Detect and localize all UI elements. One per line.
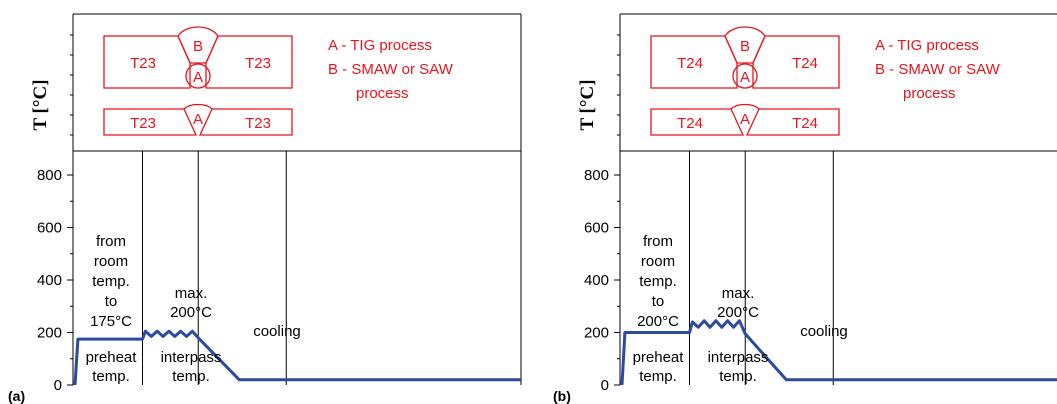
y-tick-label: 0 (601, 377, 609, 394)
panel-label: (a) (8, 388, 25, 404)
weld-label-b: B (740, 38, 750, 55)
phase-label: temp. (639, 368, 677, 385)
y-tick-label: 0 (54, 377, 62, 394)
phase-label: from (96, 233, 126, 250)
phase-label: room (94, 253, 128, 270)
weld-cap-bottom (730, 103, 760, 110)
phase-label: temp. (92, 273, 130, 290)
weld-label-a: A (740, 111, 750, 128)
plate-left-top (103, 35, 191, 89)
plate-grade-label: T24 (792, 55, 818, 72)
weld-label-a: A (740, 69, 750, 86)
panel-label: (b) (553, 388, 571, 404)
temperature-curve (73, 329, 521, 386)
y-axis-title: T [°C] (30, 79, 51, 130)
phase-label: room (641, 253, 675, 270)
weld-label-b: B (193, 38, 203, 55)
phase-label: temp. (639, 273, 677, 290)
legend-line: process (903, 85, 956, 102)
y-axis-title: T [°C] (577, 79, 598, 130)
plate-left-bottom (103, 108, 198, 136)
plate-left-top (650, 35, 738, 89)
legend-line: B - SMAW or SAW (875, 61, 1001, 78)
legend-line: A - TIG process (875, 37, 979, 54)
y-tick-label: 800 (584, 167, 609, 184)
phase-label: to (652, 293, 665, 310)
plate-right-top (752, 35, 840, 89)
plate-grade-label: T24 (677, 115, 703, 132)
temperature-curve (620, 319, 1057, 386)
panel-a: 0 200 400 600 800 T [°C] (a) from room temp. to 175… (8, 13, 522, 404)
phase-label: max. (175, 285, 208, 302)
phase-label: temp. (92, 368, 130, 385)
phase-label: max. (722, 285, 755, 302)
phase-label: from (643, 233, 673, 250)
phase-label: interpass (161, 349, 222, 366)
y-tick-label: 400 (584, 272, 609, 289)
phase-label: preheat (633, 349, 685, 366)
phase-label: cooling (253, 323, 301, 340)
plate-right-bottom (745, 108, 840, 136)
weld-label-a: A (193, 69, 203, 86)
plate-grade-label: T23 (130, 55, 156, 72)
legend-line: process (356, 85, 409, 102)
phase-label: preheat (86, 349, 138, 366)
y-tick-label: 400 (37, 272, 62, 289)
weld-root-a (732, 63, 758, 89)
legend-line: B - SMAW or SAW (328, 61, 454, 78)
phase-label: 200°C (170, 304, 212, 321)
weld-label-a: A (193, 111, 203, 128)
phase-label: cooling (800, 323, 848, 340)
plate-grade-label: T24 (792, 115, 818, 132)
plate-grade-label: T24 (677, 55, 703, 72)
plate-grade-label: T23 (245, 55, 271, 72)
phase-label: interpass (708, 349, 769, 366)
phase-label: 175°C (90, 313, 132, 330)
phase-label: 200°C (637, 313, 679, 330)
y-tick-label: 800 (37, 167, 62, 184)
phase-label: to (105, 293, 118, 310)
y-tick-label: 600 (37, 220, 62, 237)
y-tick-label: 600 (584, 220, 609, 237)
plate-left-bottom (650, 108, 745, 136)
y-tick-label: 200 (37, 325, 62, 342)
weld-bead-b (177, 26, 219, 64)
weld-bead-b (724, 26, 766, 64)
phase-label: 200°C (717, 304, 759, 321)
y-tick-label: 200 (584, 325, 609, 342)
plate-right-top (205, 35, 293, 89)
weld-root-a (185, 63, 211, 89)
plate-right-bottom (198, 108, 293, 136)
plate-grade-label: T23 (245, 115, 271, 132)
phase-label: temp. (719, 368, 757, 385)
plate-grade-label: T23 (130, 115, 156, 132)
panel-b: 0 200 400 600 800 T [°C] (b) from room temp. to 200… (553, 13, 1057, 404)
legend-line: A - TIG process (328, 37, 432, 54)
phase-label: temp. (172, 368, 210, 385)
weld-cap-bottom (183, 103, 213, 110)
